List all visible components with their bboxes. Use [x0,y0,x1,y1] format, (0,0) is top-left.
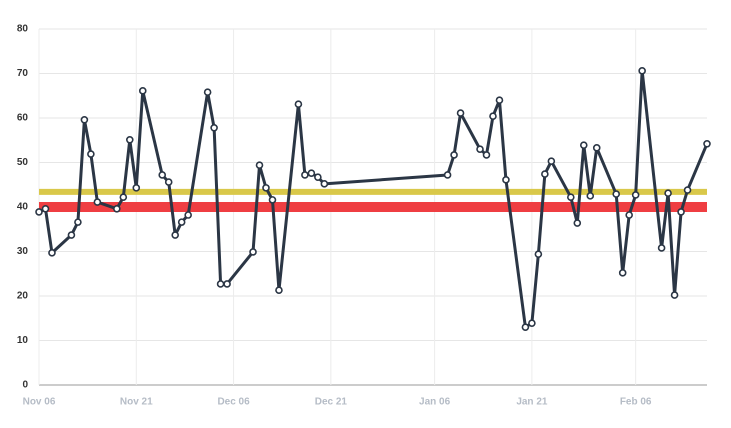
data-point [625,211,633,219]
data-point [638,67,646,75]
y-tick-label: 40 [17,202,29,213]
y-tick-label: 60 [17,113,29,124]
y-tick-label: 80 [17,24,29,35]
data-point [74,218,82,226]
data-point [677,208,685,216]
data-point [586,192,595,200]
y-tick-label: 10 [17,335,29,346]
data-point [495,96,504,104]
data-point [203,88,212,96]
y-tick-label: 20 [17,291,29,302]
data-point [320,180,329,188]
data-point [184,211,192,219]
data-point [703,140,711,148]
data-point [119,193,128,202]
x-tick-label: Dec 21 [315,397,348,408]
data-point [443,171,452,179]
data-point [67,231,76,239]
data-point [657,244,666,252]
data-point [528,319,536,327]
data-point [618,269,627,277]
data-point [683,186,692,194]
data-point [35,208,43,216]
data-point [294,100,303,109]
data-point [450,151,458,159]
data-point [579,141,588,149]
x-tick-label: Nov 06 [23,397,56,408]
data-point [249,248,257,256]
data-point [631,191,640,199]
data-point [113,204,121,213]
y-tick-label: 0 [22,380,28,391]
data-point [125,136,134,144]
data-point [48,249,56,257]
data-point [612,190,621,198]
x-tick-label: Jan 06 [419,397,451,408]
data-point [573,219,582,227]
data-point [664,189,672,198]
data-point [262,184,270,192]
data-point [592,144,601,152]
data-point [489,112,497,121]
data-point [87,150,95,158]
data-point [275,286,283,295]
x-tick-label: Jan 21 [516,397,548,408]
data-point [158,171,167,179]
data-point [307,169,316,177]
data-point [670,291,679,299]
data-point [534,250,543,258]
x-tick-label: Feb 06 [620,397,652,408]
data-point [521,323,530,331]
data-point [164,178,173,186]
data-point [223,280,231,288]
x-tick-label: Dec 06 [217,397,250,408]
data-point [502,176,510,184]
data-point [132,184,141,192]
data-point [476,145,484,153]
data-point [268,196,277,204]
data-point [541,170,549,178]
data-point [210,123,218,132]
data-point [482,151,491,159]
data-point [177,218,186,226]
data-point [255,161,264,169]
data-point [138,87,147,95]
data-point [567,193,575,202]
data-point [41,204,50,213]
x-tick-label: Nov 21 [120,397,153,408]
data-point [456,109,465,117]
data-point [547,157,556,165]
y-tick-label: 30 [17,246,29,257]
data-point [216,280,225,288]
y-tick-label: 70 [17,68,29,79]
data-line [38,69,709,329]
data-point [80,115,89,124]
data-point [301,171,309,179]
data-point [93,198,102,206]
data-point [314,173,322,181]
y-tick-label: 50 [17,157,29,168]
data-point [171,231,179,239]
